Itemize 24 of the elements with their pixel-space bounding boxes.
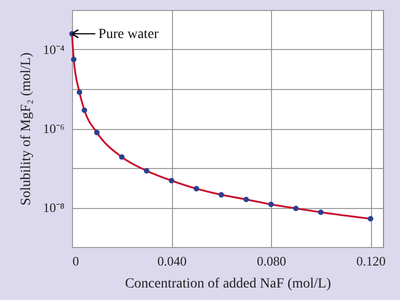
y-tick-label: 10⁻⁸ (42, 200, 65, 215)
point (293, 206, 299, 212)
x-tick-label: 0.080 (256, 254, 286, 268)
y-axis-title: Solubility of MgF₂ (mol/L) (18, 52, 34, 206)
point (168, 178, 174, 184)
point (119, 154, 124, 160)
annotation: Pure water (98, 26, 159, 42)
point (76, 89, 82, 95)
point (71, 56, 76, 62)
point (94, 130, 100, 136)
point (318, 209, 324, 215)
point (82, 108, 88, 113)
point (144, 168, 150, 174)
point (218, 192, 224, 198)
x-tick-label: 0.120 (356, 254, 386, 268)
point (368, 216, 374, 222)
x-axis-title: Concentration of added NaF (mol/L) (124, 276, 332, 292)
y-tick-label: 10⁻⁴ (42, 42, 65, 57)
point (268, 202, 274, 208)
y-tick-label: 10⁻⁶ (42, 121, 64, 136)
point (194, 186, 200, 192)
point (243, 196, 249, 202)
x-tick-label: 0.040 (157, 254, 187, 268)
x-tick-label: 0 (72, 254, 79, 268)
